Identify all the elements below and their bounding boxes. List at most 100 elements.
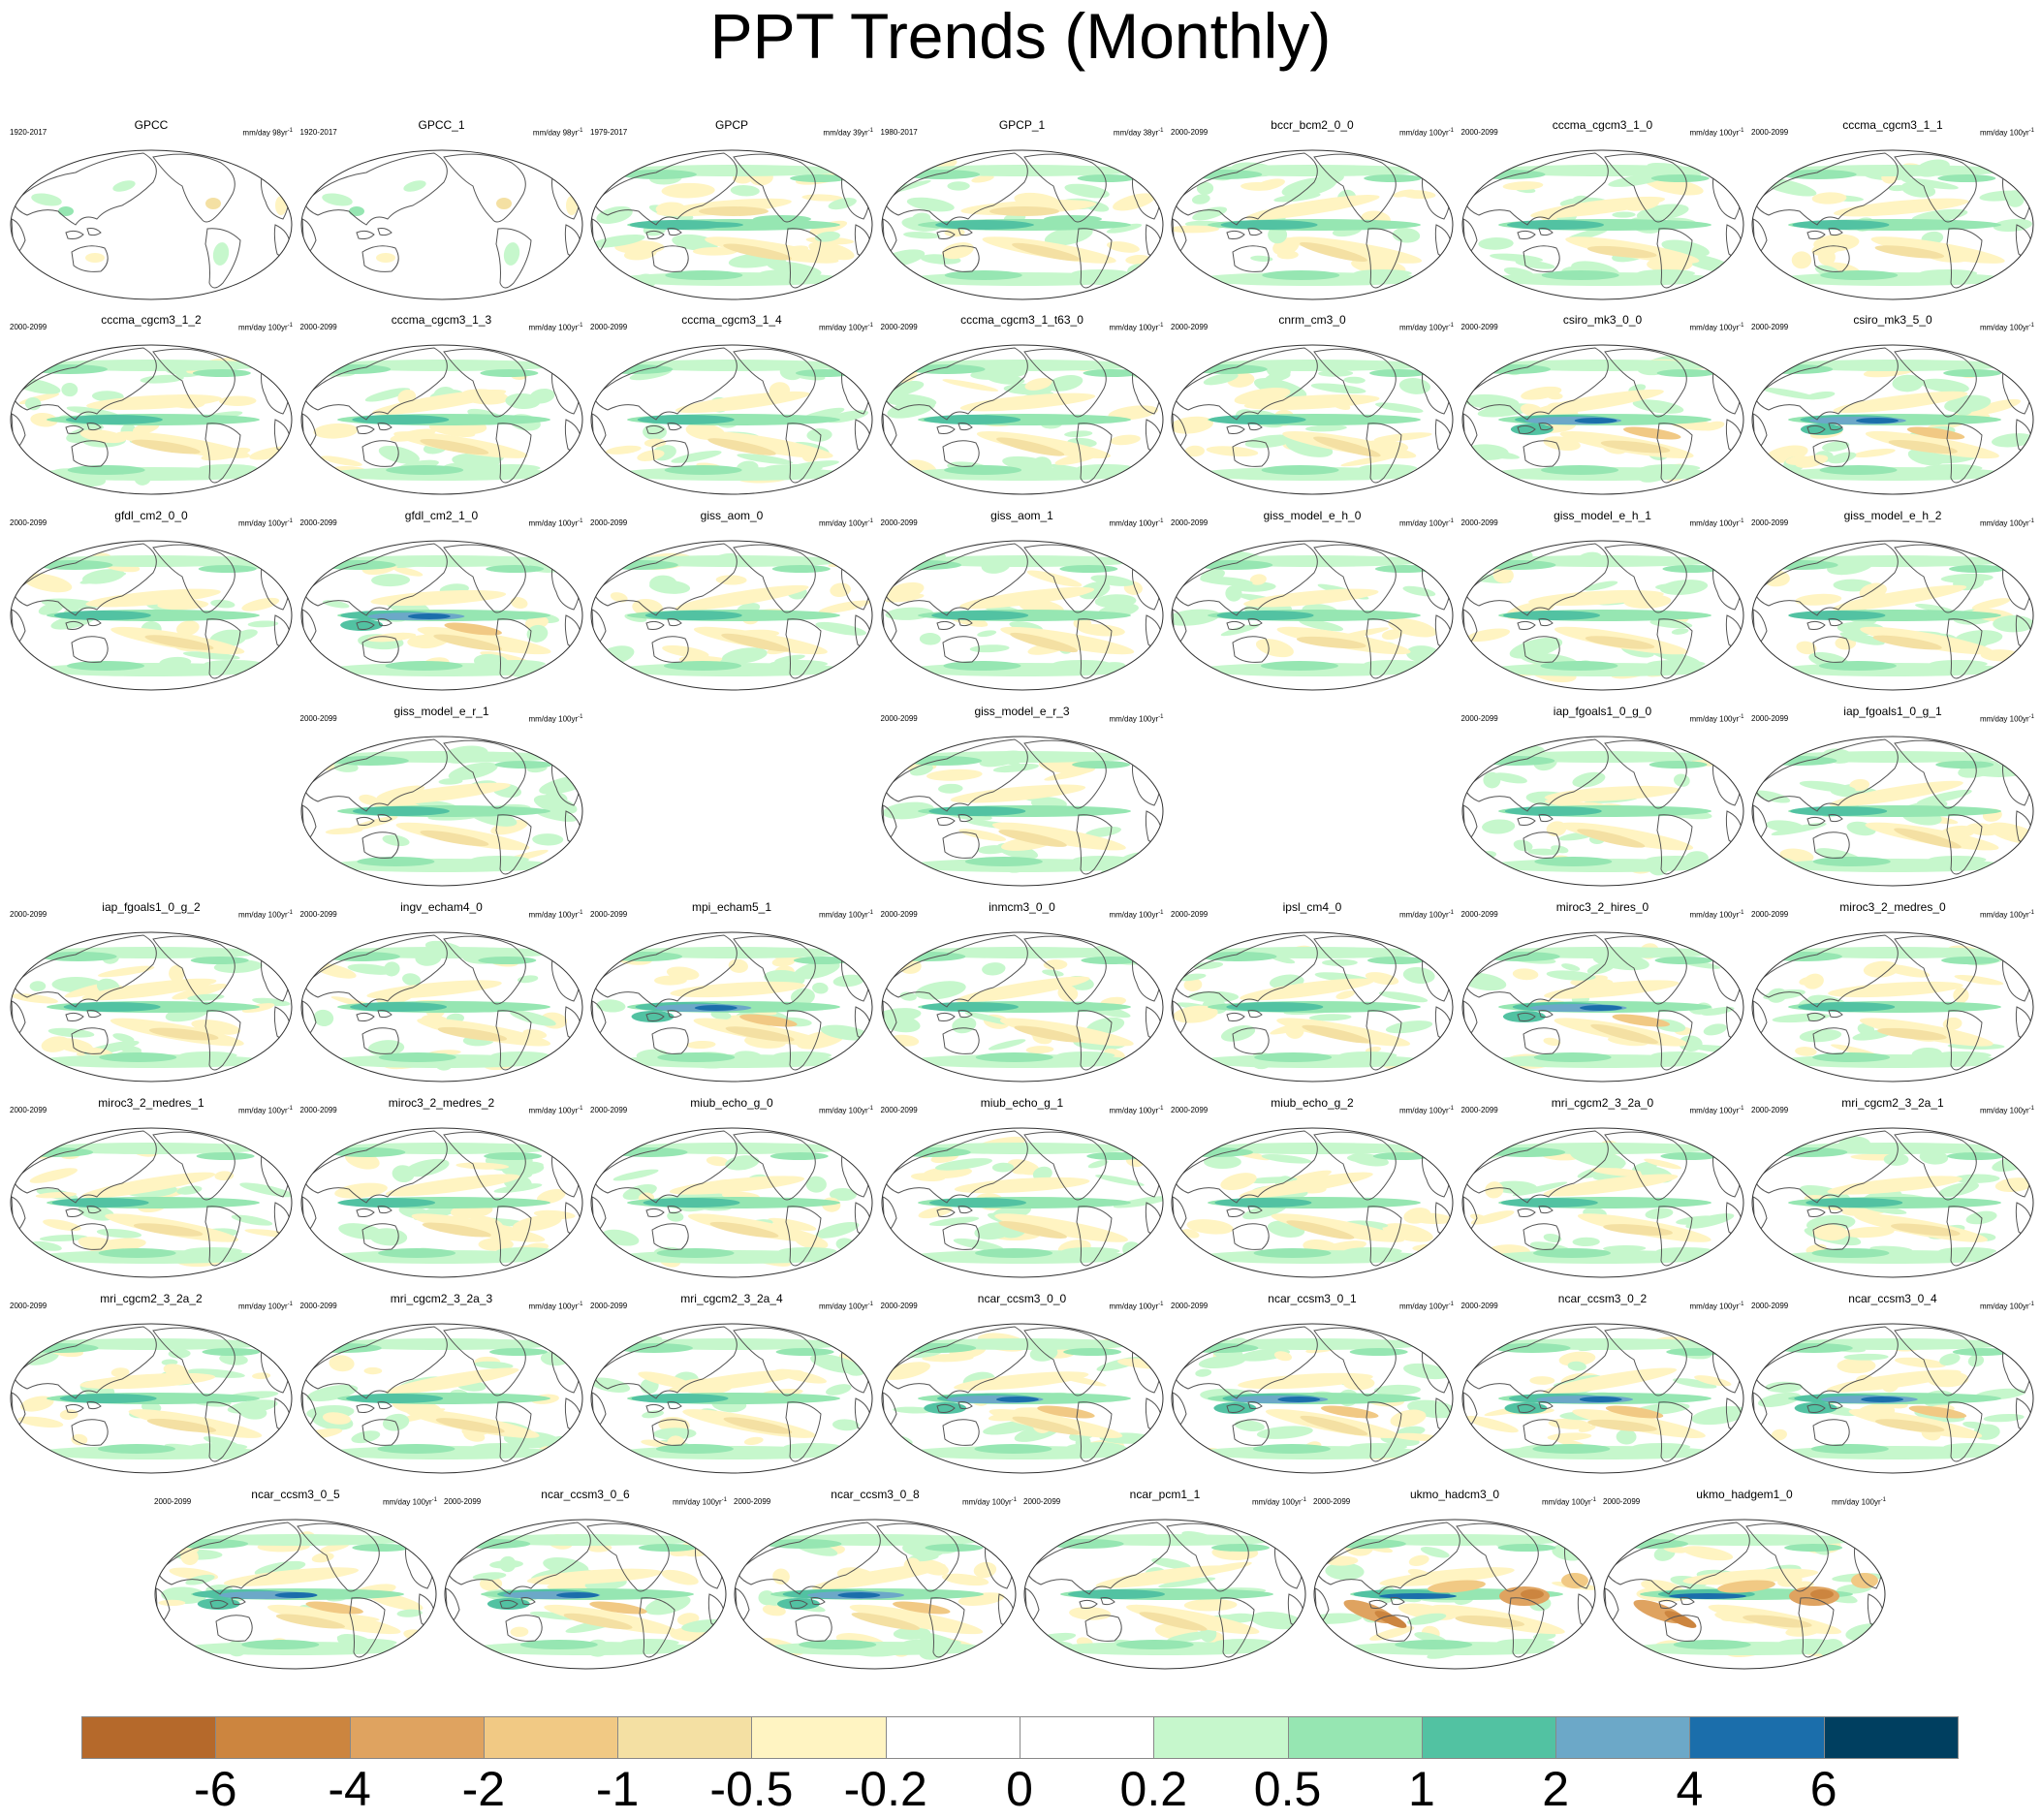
trend-patch bbox=[328, 1355, 355, 1372]
trend-patch bbox=[352, 806, 450, 816]
trend-patch bbox=[1586, 245, 1656, 259]
panel-title: csiro_mk3_0_0 bbox=[1562, 313, 1643, 327]
coastline bbox=[816, 345, 837, 356]
map-outline bbox=[1461, 1127, 1743, 1278]
trend-patch bbox=[401, 973, 421, 987]
map-svg bbox=[300, 540, 582, 691]
coastline bbox=[957, 814, 973, 823]
trend-patch bbox=[1509, 637, 1562, 659]
colorbar-label: 2 bbox=[1542, 1762, 1570, 1816]
coastline bbox=[1075, 618, 1113, 679]
trend-patch bbox=[1631, 1161, 1658, 1174]
coastline bbox=[1313, 153, 1397, 223]
map-panel: ukmo_hadcm3_0 2000-2099 mm/day 100yr-1 bbox=[1311, 1488, 1598, 1681]
colorbar-box bbox=[483, 1716, 619, 1759]
trend-patch bbox=[317, 1391, 334, 1400]
coastline bbox=[65, 1012, 84, 1021]
trend-patch bbox=[1196, 1143, 1429, 1154]
panel-units: mm/day 100yr-1 bbox=[528, 1106, 583, 1115]
trend-patch bbox=[1949, 565, 2008, 573]
trend-patch bbox=[1502, 611, 1600, 620]
trend-patch bbox=[161, 1359, 178, 1365]
panel-units: mm/day 100yr-1 bbox=[382, 1497, 437, 1507]
coastline bbox=[1812, 1223, 1850, 1250]
panel-period: 1979-2017 bbox=[590, 128, 628, 137]
trend-patch bbox=[1335, 990, 1355, 1000]
trend-patch bbox=[1650, 1051, 1710, 1059]
trend-patch bbox=[1151, 1557, 1191, 1570]
coastline bbox=[1828, 1401, 1843, 1410]
coastline bbox=[883, 738, 1028, 812]
coastline bbox=[1806, 1403, 1826, 1413]
trend-patch bbox=[85, 588, 221, 608]
trend-patch bbox=[1464, 1415, 1519, 1433]
trend-patch bbox=[1798, 1002, 1896, 1012]
trend-patch bbox=[1521, 1589, 1544, 1599]
coastline bbox=[593, 347, 738, 421]
coastline bbox=[883, 543, 1028, 616]
colorbar-label: -0.5 bbox=[709, 1762, 794, 1816]
map-panel: GPCC 1920-2017 mm/day 98yr-1 bbox=[8, 118, 295, 312]
trend-patch bbox=[146, 1418, 217, 1433]
map-panel: ipsl_cm4_0 2000-2099 mm/day 100yr-1 bbox=[1169, 900, 1456, 1094]
coastline bbox=[236, 1324, 257, 1334]
coastline bbox=[941, 1223, 980, 1250]
panel-period: 2000-2099 bbox=[444, 1497, 482, 1506]
trend-patch bbox=[1711, 1445, 1741, 1454]
map-outline bbox=[1461, 344, 1743, 495]
coastline bbox=[1606, 1522, 1750, 1595]
trend-patch bbox=[769, 1152, 829, 1160]
trend-patch bbox=[893, 1626, 931, 1640]
trend-patch bbox=[1011, 242, 1080, 262]
trend-patch bbox=[637, 450, 665, 461]
map-svg bbox=[1751, 1127, 2034, 1278]
trend-patch bbox=[1172, 225, 1219, 234]
coastline bbox=[593, 934, 738, 1008]
trend-patch bbox=[1632, 399, 1683, 414]
trend-patch bbox=[637, 415, 735, 424]
coastline bbox=[667, 1401, 682, 1410]
trend-patch bbox=[906, 197, 955, 212]
trend-patch bbox=[1754, 790, 1791, 803]
panel-title: giss_model_e_r_3 bbox=[974, 705, 1070, 718]
trend-patch bbox=[1529, 389, 1664, 416]
trend-patch bbox=[1924, 464, 1983, 472]
trend-patch bbox=[662, 644, 709, 658]
trend-patch bbox=[1077, 174, 1136, 182]
coastline bbox=[1313, 348, 1397, 418]
coastline bbox=[941, 832, 980, 859]
panel-title: miroc3_2_medres_0 bbox=[1839, 900, 1946, 914]
coastline bbox=[1686, 1128, 1709, 1139]
units-text: mm/day 100yr bbox=[1689, 1302, 1740, 1311]
coastline bbox=[593, 1326, 738, 1399]
trend-patch bbox=[1572, 1237, 1600, 1247]
trend-patch bbox=[1818, 661, 1897, 671]
trend-patch bbox=[1684, 1213, 1734, 1229]
trend-patch bbox=[29, 1168, 78, 1183]
panel-title: cccma_cgcm3_1_t63_0 bbox=[960, 313, 1083, 327]
coastline bbox=[71, 636, 109, 663]
map-outline bbox=[300, 931, 582, 1083]
trend-patch bbox=[928, 1216, 979, 1226]
trend-patch bbox=[38, 602, 64, 615]
trend-patch bbox=[503, 242, 519, 266]
coastline bbox=[1508, 1597, 1545, 1658]
trend-patch bbox=[953, 1238, 1004, 1251]
trend-patch bbox=[1778, 1639, 1837, 1647]
panel-units: mm/day 100yr-1 bbox=[1251, 1497, 1306, 1507]
panel-period: 2000-2099 bbox=[880, 1106, 918, 1114]
trend-patch bbox=[918, 1206, 953, 1219]
coastline bbox=[1084, 1615, 1122, 1642]
coastline bbox=[1537, 1010, 1554, 1019]
map-panel: miroc3_2_medres_1 2000-2099 mm/day 100yr-1 bbox=[8, 1096, 295, 1290]
trend-patch bbox=[22, 573, 73, 593]
coastline bbox=[957, 423, 973, 431]
panel-title: mri_cgcm2_3_2a_0 bbox=[1551, 1096, 1654, 1110]
panel-units: mm/day 100yr-1 bbox=[237, 323, 293, 332]
panel-period: 2000-2099 bbox=[1171, 1106, 1209, 1114]
trend-patch bbox=[1255, 178, 1285, 191]
trend-patch bbox=[192, 369, 251, 377]
trend-patch bbox=[85, 253, 105, 263]
trend-patch bbox=[219, 1353, 248, 1365]
trend-patch bbox=[953, 1371, 1088, 1391]
